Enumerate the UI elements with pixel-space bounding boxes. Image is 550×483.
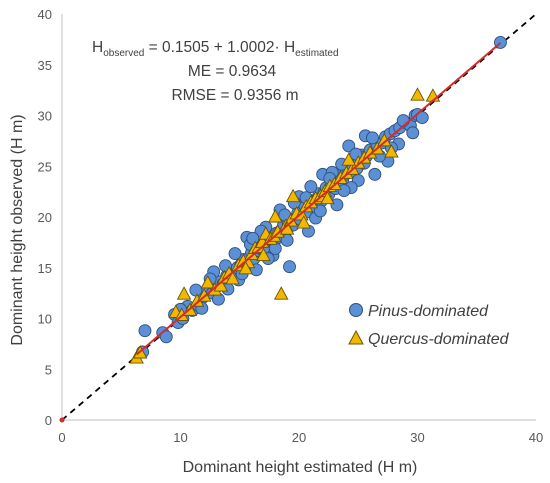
quercus-point — [176, 286, 192, 300]
quercus-point — [268, 209, 283, 223]
y-tick-label: 5 — [45, 362, 52, 377]
equation-line-3: RMSE = 0.9356 m — [171, 87, 298, 104]
pinus-point — [415, 111, 429, 124]
origin-marker — [59, 417, 65, 423]
y-tick-label: 40 — [38, 7, 52, 22]
quercus-point — [341, 152, 357, 166]
x-axis-title: Dominant height estimated (H m) — [183, 459, 418, 476]
pinus-point — [366, 131, 379, 145]
y-tick-label: 10 — [38, 312, 52, 327]
pinus-point — [138, 324, 152, 338]
x-tick-label: 40 — [529, 430, 543, 445]
equation-line-1: Hobserved = 0.1505 + 1.0002· Hestimated — [92, 39, 339, 59]
y-tick-label: 35 — [38, 58, 52, 73]
pinus-point — [330, 198, 344, 212]
quercus-point — [225, 270, 240, 285]
pinus-point — [246, 231, 260, 245]
pinus-point — [342, 139, 356, 153]
legend-quercus-label: Quercus-dominated — [368, 331, 510, 348]
equation-line-2: ME = 0.9634 — [188, 63, 277, 80]
quercus-point — [238, 260, 253, 275]
y-tick-label: 25 — [38, 159, 52, 174]
quercus-point — [320, 190, 335, 205]
pinus-point — [189, 283, 203, 297]
pinus-point — [368, 167, 382, 181]
pinus-point — [406, 126, 420, 140]
y-tick-label: 15 — [38, 261, 52, 276]
quercus-point — [296, 215, 311, 229]
legend-quercus-marker — [348, 329, 364, 345]
pinus-point — [228, 247, 242, 260]
x-tick-label: 20 — [292, 430, 306, 445]
x-tick-label: 0 — [58, 430, 65, 445]
pinus-point — [304, 180, 318, 194]
plot-frame — [61, 14, 536, 421]
pinus-point — [337, 184, 351, 198]
y-tick-label: 30 — [38, 109, 52, 124]
x-tick-labels: 0 10 20 30 40 — [58, 430, 543, 445]
pinus-point — [396, 114, 410, 128]
quercus-point — [384, 144, 399, 158]
quercus-point — [285, 188, 301, 203]
y-tick-label: 20 — [38, 210, 52, 225]
legend-pinus-label: Pinus-dominated — [368, 303, 489, 320]
quercus-point — [410, 87, 425, 101]
pinus-point — [283, 260, 296, 274]
x-tick-label: 10 — [173, 430, 187, 445]
quercus-point — [256, 247, 271, 262]
legend: Pinus-dominated Quercus-dominated — [348, 303, 510, 348]
x-tick-label: 30 — [410, 430, 424, 445]
regression-fit-line — [136, 42, 502, 356]
pinus-point — [159, 330, 173, 344]
y-tick-label: 0 — [45, 413, 52, 428]
legend-pinus-marker — [349, 303, 363, 317]
quercus-point — [200, 275, 216, 289]
y-tick-labels: 0 5 10 15 20 25 30 35 40 — [38, 7, 52, 428]
quercus-point — [273, 286, 289, 300]
y-axis-title: Dominant height observed (H m) — [9, 114, 26, 345]
